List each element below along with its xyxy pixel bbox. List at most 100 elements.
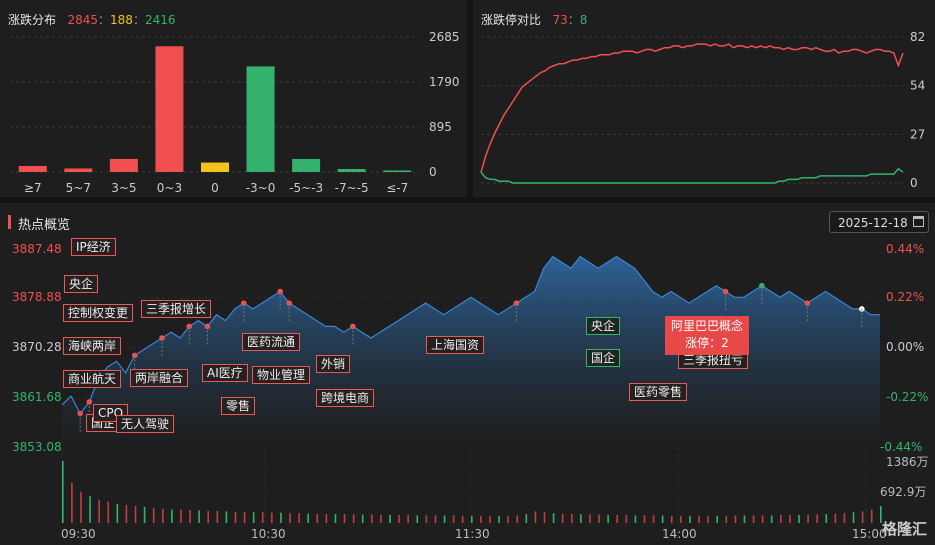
- volume-bar: [316, 513, 319, 523]
- volume-bar: [798, 514, 800, 523]
- y-tick-label: 54: [910, 79, 925, 93]
- volume-bar: [870, 509, 873, 523]
- volume-bar: [789, 514, 791, 523]
- volume-bar: [116, 503, 119, 523]
- x-tick-label: 5~7: [66, 181, 91, 195]
- right-axis-mid: 0.00%: [886, 340, 925, 354]
- left-axis-4: 3861.68: [12, 390, 62, 404]
- y-tick-label: 0: [429, 165, 437, 179]
- hotspot-tag[interactable]: 三季报增长: [141, 300, 212, 318]
- separator: ：: [567, 13, 580, 27]
- volume-bar: [752, 515, 755, 523]
- hotspot-tag[interactable]: 央企: [64, 275, 99, 293]
- volume-bar: [325, 514, 328, 523]
- hotspot-tag[interactable]: 跨境电商: [316, 389, 375, 407]
- volume-axis-max: 1386万: [886, 455, 929, 469]
- hotspot-marker: [186, 323, 193, 330]
- volume-axis-mid: 692.9万: [880, 485, 927, 499]
- volume-bar: [489, 515, 491, 523]
- left-axis-top: 3887.48: [12, 242, 62, 256]
- date-picker[interactable]: 2025-12-18: [829, 211, 929, 233]
- y-tick-label: 895: [429, 120, 452, 134]
- hotspot-tag[interactable]: 物业管理: [252, 366, 311, 384]
- volume-bar: [598, 514, 600, 523]
- volume-bar: [107, 501, 110, 523]
- hotspot-tag[interactable]: 零售: [221, 397, 256, 415]
- volume-bar: [180, 509, 182, 523]
- date-value: 2025-12-18: [838, 216, 908, 230]
- hotspot-tag[interactable]: 两岸融合: [130, 369, 189, 387]
- volume-bar: [380, 514, 382, 523]
- x-tick-label: -3~0: [246, 181, 276, 195]
- hotspot-tag[interactable]: 无人驾驶: [116, 415, 175, 433]
- volume-bar: [343, 514, 346, 523]
- x-tick-label: 0: [211, 181, 219, 195]
- hotspot-marker: [513, 300, 520, 306]
- volume-bar: [289, 513, 291, 523]
- separator: ：: [132, 13, 145, 27]
- volume-bar: [780, 514, 782, 523]
- hotspot-tag[interactable]: 国企: [586, 349, 621, 367]
- time-label-0930: 09:30: [61, 527, 96, 541]
- volume-bar: [307, 513, 309, 523]
- volume-bar: [361, 514, 364, 523]
- calendar-icon[interactable]: [913, 216, 924, 227]
- volume-bar: [707, 515, 709, 523]
- volume-bar: [352, 514, 355, 523]
- volume-bar: [625, 514, 628, 523]
- hotspot-tag[interactable]: 控制权变更: [63, 304, 134, 322]
- hotspot-tag[interactable]: 商业航天: [63, 370, 122, 388]
- volume-bar: [452, 515, 455, 523]
- hotspot-tag[interactable]: 央企: [586, 317, 621, 335]
- volume-bar: [416, 515, 419, 523]
- hotspot-tag[interactable]: AI医疗: [202, 364, 248, 382]
- time-label-1030: 10:30: [251, 527, 286, 541]
- volume-bar: [225, 511, 228, 523]
- x-tick-label: ≥7: [24, 181, 42, 195]
- right-axis-top: 0.44%: [886, 242, 925, 256]
- y-tick-label: 0: [910, 176, 918, 190]
- distribution-header: 涨跌分布 2845：188：2416: [8, 11, 176, 28]
- volume-bar: [634, 515, 637, 523]
- volume-bar: [171, 509, 173, 523]
- volume-bar: [216, 510, 219, 523]
- volume-bar: [761, 515, 764, 523]
- hotspot-tag[interactable]: 医药零售: [629, 383, 688, 401]
- bar: [18, 165, 47, 172]
- volume-bar: [198, 510, 200, 523]
- volume-bar: [770, 515, 773, 523]
- volume-bar: [371, 514, 373, 523]
- volume-bar: [98, 499, 100, 523]
- popup-concept: 阿里巴巴概念: [670, 319, 743, 333]
- hotspot-marker: [722, 288, 729, 295]
- time-label-1500: 15:00: [852, 527, 887, 541]
- volume-bar: [434, 515, 437, 523]
- hotspot-tag[interactable]: 海峡两岸: [63, 337, 122, 355]
- volume-bar: [589, 514, 591, 523]
- volume-bar: [852, 512, 855, 523]
- volume-bar: [62, 461, 64, 523]
- hotspot-marker: [859, 306, 865, 312]
- limit-title: 涨跌停对比: [481, 13, 542, 27]
- bar: [155, 46, 184, 172]
- hotspot-tag[interactable]: IP经济: [71, 238, 116, 256]
- hotspot-tag[interactable]: 三季报扭亏: [678, 351, 749, 369]
- volume-bar: [543, 512, 546, 523]
- bar: [64, 168, 93, 172]
- hotspot-tag[interactable]: 医药流通: [242, 333, 301, 351]
- hotspot-tag[interactable]: 上海国资: [426, 336, 485, 354]
- hotspot-marker: [350, 323, 356, 330]
- volume-bar: [161, 508, 164, 523]
- volume-bar: [471, 515, 473, 523]
- separator: ：: [98, 13, 111, 27]
- hotspot-panel: 热点概览 2025-12-18 3887.48 3878.88 3870.28 …: [0, 203, 935, 545]
- volume-bar: [670, 515, 673, 523]
- hotspot-tag[interactable]: 外销: [316, 355, 351, 373]
- x-tick-label: -5~-3: [289, 181, 323, 195]
- up-count: 2845: [67, 13, 99, 27]
- left-axis-bottom: 3853.08: [12, 440, 62, 454]
- bar: [337, 168, 366, 172]
- volume-bar: [725, 515, 728, 523]
- down-count: 2416: [144, 13, 176, 27]
- volume-bar: [743, 515, 746, 523]
